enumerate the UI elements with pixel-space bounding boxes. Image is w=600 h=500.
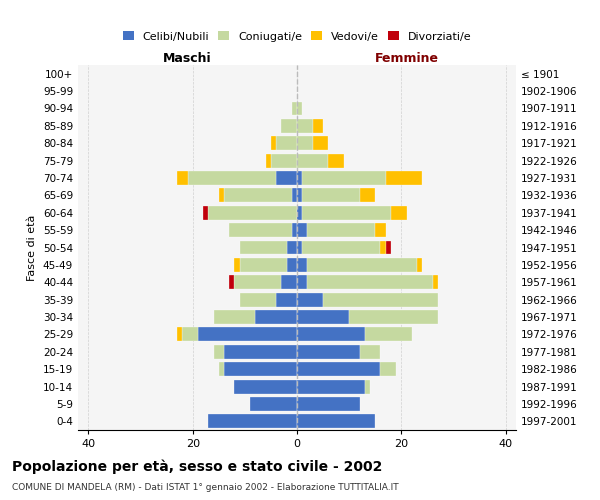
Bar xyxy=(365,328,412,342)
Bar xyxy=(297,328,365,342)
Text: Femmine: Femmine xyxy=(374,52,439,65)
Bar xyxy=(250,397,297,411)
Bar xyxy=(239,258,287,272)
Bar xyxy=(359,188,375,202)
Bar xyxy=(391,206,407,220)
Bar xyxy=(255,310,297,324)
Bar xyxy=(182,328,198,342)
Bar xyxy=(229,276,235,289)
Bar xyxy=(297,171,302,185)
Bar xyxy=(208,206,297,220)
Bar xyxy=(297,240,302,254)
Bar xyxy=(219,188,224,202)
Bar xyxy=(235,276,281,289)
Bar xyxy=(239,292,276,306)
Bar xyxy=(281,119,297,133)
Bar xyxy=(417,258,422,272)
Bar xyxy=(302,206,391,220)
Bar xyxy=(198,328,297,342)
Bar xyxy=(297,397,359,411)
Bar xyxy=(177,328,182,342)
Bar xyxy=(271,136,276,150)
Bar xyxy=(302,188,359,202)
Bar xyxy=(229,223,292,237)
Bar xyxy=(313,119,323,133)
Bar xyxy=(235,258,239,272)
Bar xyxy=(433,276,438,289)
Bar xyxy=(297,102,302,116)
Bar xyxy=(297,380,365,394)
Bar xyxy=(297,136,313,150)
Bar xyxy=(287,240,297,254)
Bar xyxy=(276,136,297,150)
Bar xyxy=(307,258,417,272)
Bar xyxy=(224,362,297,376)
Bar xyxy=(214,345,224,358)
Bar xyxy=(380,240,386,254)
Bar xyxy=(297,223,307,237)
Bar xyxy=(297,206,302,220)
Bar xyxy=(323,292,438,306)
Bar xyxy=(297,154,328,168)
Bar xyxy=(375,223,386,237)
Bar xyxy=(297,276,307,289)
Bar xyxy=(307,223,375,237)
Bar xyxy=(297,362,380,376)
Bar xyxy=(349,310,438,324)
Bar xyxy=(297,310,349,324)
Bar xyxy=(297,258,307,272)
Legend: Celibi/Nubili, Coniugati/e, Vedovi/e, Divorziati/e: Celibi/Nubili, Coniugati/e, Vedovi/e, Di… xyxy=(118,27,476,46)
Bar xyxy=(292,223,297,237)
Bar xyxy=(177,171,187,185)
Bar xyxy=(281,276,297,289)
Bar xyxy=(297,119,313,133)
Bar xyxy=(208,414,297,428)
Bar xyxy=(365,380,370,394)
Bar xyxy=(203,206,208,220)
Bar xyxy=(297,345,359,358)
Bar xyxy=(380,362,396,376)
Bar xyxy=(287,258,297,272)
Bar xyxy=(292,188,297,202)
Bar xyxy=(359,345,380,358)
Bar xyxy=(214,310,255,324)
Bar xyxy=(219,362,224,376)
Bar xyxy=(302,240,380,254)
Bar xyxy=(328,154,344,168)
Text: Popolazione per età, sesso e stato civile - 2002: Popolazione per età, sesso e stato civil… xyxy=(12,460,382,474)
Bar xyxy=(302,171,386,185)
Bar xyxy=(239,240,287,254)
Bar xyxy=(224,188,292,202)
Bar xyxy=(386,240,391,254)
Text: COMUNE DI MANDELA (RM) - Dati ISTAT 1° gennaio 2002 - Elaborazione TUTTITALIA.IT: COMUNE DI MANDELA (RM) - Dati ISTAT 1° g… xyxy=(12,482,398,492)
Bar xyxy=(297,292,323,306)
Bar xyxy=(307,276,433,289)
Bar xyxy=(271,154,297,168)
Bar xyxy=(235,380,297,394)
Bar xyxy=(266,154,271,168)
Bar xyxy=(386,171,422,185)
Bar xyxy=(313,136,328,150)
Bar xyxy=(188,171,276,185)
Bar xyxy=(224,345,297,358)
Text: Maschi: Maschi xyxy=(163,52,212,65)
Bar xyxy=(292,102,297,116)
Bar xyxy=(297,414,375,428)
Y-axis label: Fasce di età: Fasce di età xyxy=(28,214,37,280)
Bar xyxy=(276,171,297,185)
Bar xyxy=(297,188,302,202)
Bar xyxy=(276,292,297,306)
